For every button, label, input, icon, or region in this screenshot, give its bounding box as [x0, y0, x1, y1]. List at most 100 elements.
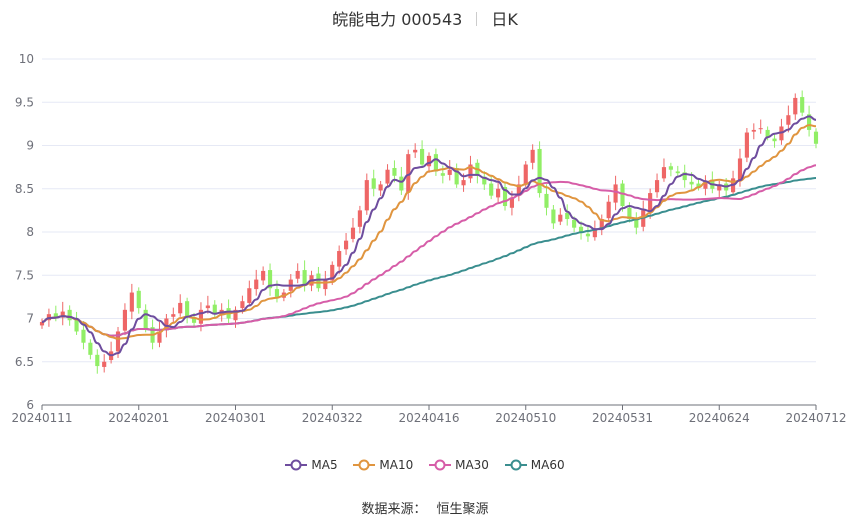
- candle-body: [171, 314, 176, 317]
- candle-body: [337, 251, 342, 267]
- ma5-line: [41, 115, 817, 357]
- candle-body: [793, 97, 798, 115]
- candle-body: [807, 114, 812, 130]
- candle-body: [765, 129, 770, 137]
- candle-body: [205, 305, 210, 309]
- candle-body: [599, 219, 604, 229]
- candle-body: [447, 169, 452, 175]
- candle-body: [350, 227, 356, 239]
- candle-body: [620, 183, 625, 207]
- y-tick-label: 7: [26, 312, 34, 326]
- candle-body: [461, 180, 466, 186]
- candle-body: [551, 209, 556, 224]
- x-tick-label: 20240111: [11, 411, 72, 425]
- candle-body: [74, 318, 79, 332]
- candle-body: [578, 226, 584, 232]
- candle-body: [689, 181, 694, 185]
- candle-body: [67, 309, 72, 321]
- x-tick-label: 20240624: [689, 411, 750, 425]
- candle-body: [717, 184, 722, 191]
- candle-body: [675, 171, 680, 174]
- candle-body: [558, 214, 563, 222]
- candle-body: [572, 219, 577, 228]
- candle-body: [88, 342, 93, 355]
- candle-body: [212, 304, 217, 315]
- candle-body: [143, 309, 148, 329]
- candle-body: [364, 180, 369, 211]
- candle-body: [516, 184, 521, 196]
- candle-body: [489, 183, 494, 196]
- legend-item-ma30[interactable]: MA30: [429, 458, 489, 472]
- candle-body: [786, 115, 791, 125]
- candle-body: [648, 193, 653, 212]
- ma30-line: [41, 164, 817, 337]
- candle-body: [613, 184, 618, 203]
- candle-body: [606, 201, 611, 219]
- candle-body: [385, 169, 390, 184]
- candle-body: [39, 321, 45, 326]
- candle-body: [772, 138, 777, 142]
- candle-body: [696, 183, 701, 188]
- candle-body: [122, 309, 128, 331]
- candle-body: [295, 270, 300, 279]
- legend-label-ma5: MA5: [311, 458, 338, 472]
- title-separator: [476, 12, 478, 26]
- source-name: 恒生聚源: [436, 502, 489, 517]
- candle-body: [392, 167, 397, 176]
- candle-body: [254, 279, 259, 290]
- candle-body: [758, 128, 763, 130]
- legend-item-ma5[interactable]: MA5: [285, 458, 338, 472]
- y-tick-label: 10: [19, 52, 34, 66]
- candle-body: [95, 354, 100, 367]
- candle-body: [682, 172, 687, 181]
- ma60-legend-icon: [504, 459, 527, 471]
- candle-body: [413, 149, 418, 153]
- x-tick-label: 20240301: [205, 411, 266, 425]
- candle-body: [261, 270, 266, 281]
- ma60-line: [41, 177, 817, 337]
- source-label: 数据来源：: [361, 502, 427, 517]
- legend-item-ma60[interactable]: MA60: [504, 458, 565, 472]
- candle-body: [813, 131, 819, 144]
- ma10-legend-icon: [353, 459, 376, 471]
- candle-body: [544, 193, 549, 208]
- y-tick-label: 6: [26, 398, 34, 412]
- candle-body: [406, 154, 411, 193]
- candle-body: [800, 97, 805, 113]
- candle-body: [523, 164, 528, 184]
- candle-body: [233, 309, 238, 321]
- candle-body: [102, 361, 107, 367]
- x-tick-label: 20240712: [785, 411, 846, 425]
- candle-body: [185, 301, 190, 317]
- candle-body: [426, 155, 432, 167]
- legend-item-ma10[interactable]: MA10: [353, 458, 413, 472]
- candle-body: [399, 176, 404, 191]
- legend-label-ma30: MA30: [455, 458, 489, 472]
- chart-title: 皖能电力 000543 日K: [0, 6, 850, 30]
- x-tick-label: 20240531: [592, 411, 653, 425]
- candle-body: [330, 264, 335, 281]
- candle-body: [482, 176, 487, 185]
- candle-body: [267, 270, 273, 289]
- x-tick-label: 20240322: [302, 411, 363, 425]
- candle-body: [247, 288, 252, 303]
- y-tick-label: 7.5: [15, 268, 34, 282]
- stock-name-code: 皖能电力 000543: [332, 10, 463, 29]
- candle-body: [115, 331, 121, 352]
- legend-label-ma10: MA10: [379, 458, 414, 472]
- candle-body: [502, 187, 508, 207]
- y-tick-label: 6.5: [15, 355, 34, 369]
- candle-body: [565, 212, 570, 220]
- period-label[interactable]: 日K: [491, 10, 518, 29]
- candle-body: [357, 210, 362, 227]
- y-tick-label: 9: [26, 139, 34, 153]
- candle-body: [60, 311, 65, 318]
- candle-body: [191, 318, 197, 323]
- candle-body: [433, 154, 438, 172]
- candle-body: [371, 178, 376, 189]
- candle-body: [164, 318, 169, 330]
- candle-body: [530, 149, 535, 163]
- candle-body: [585, 233, 591, 237]
- candle-body: [157, 331, 162, 343]
- candle-body: [668, 166, 673, 170]
